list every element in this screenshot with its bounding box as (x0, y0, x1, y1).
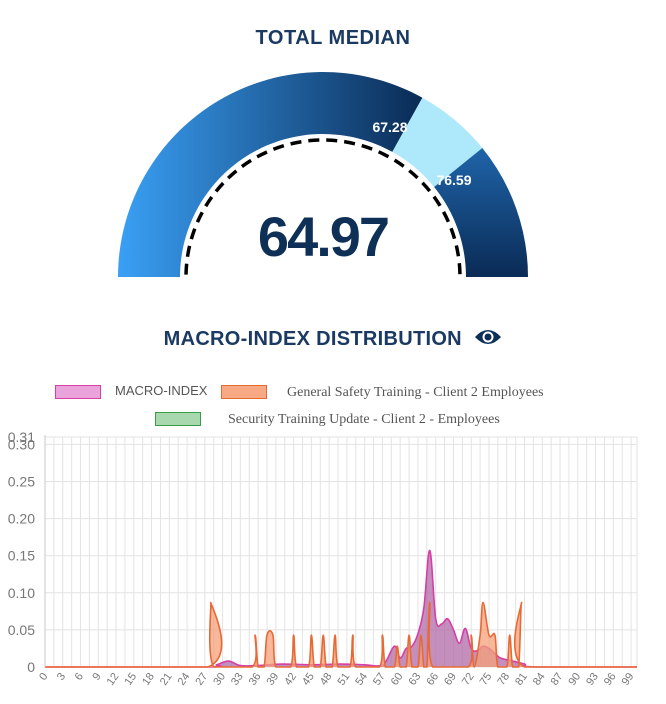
x-tick-label: 90 (566, 671, 583, 688)
x-tick-label: 60 (389, 671, 406, 688)
x-tick-label: 84 (531, 671, 548, 688)
x-tick-label: 9 (90, 671, 103, 683)
x-tick-label: 0 (37, 671, 50, 683)
y-tick-label: 0.20 (8, 511, 35, 527)
x-tick-label: 18 (140, 671, 157, 688)
x-tick-label: 81 (513, 671, 530, 688)
x-tick-label: 45 (300, 671, 317, 688)
x-tick-label: 51 (336, 671, 353, 688)
series-line-1 (44, 601, 637, 668)
legend-label-security-training[interactable]: Security Training Update - Client 2 - Em… (228, 412, 500, 427)
series-area-1 (45, 602, 637, 667)
x-tick-label: 63 (407, 671, 424, 688)
legend-label-general-safety[interactable]: General Safety Training - Client 2 Emplo… (287, 385, 544, 400)
x-tick-label: 12 (105, 671, 122, 688)
x-tick-label: 42 (282, 671, 299, 688)
x-tick-label: 87 (549, 671, 566, 688)
gauge-main-arc (118, 71, 423, 277)
x-tick-label: 39 (264, 671, 281, 688)
y-tick-label: 0.05 (8, 622, 35, 638)
gauge-title: TOTAL MEDIAN (255, 27, 411, 49)
y-tick-label: 0 (27, 659, 35, 675)
gauge-marker-a-label: 67.28 (372, 119, 407, 135)
x-tick-label: 57 (371, 671, 388, 688)
legend-swatch-macro-index[interactable] (55, 385, 101, 399)
y-tick-label: 0.30 (8, 436, 35, 452)
x-tick-label: 96 (602, 671, 619, 688)
y-tick-label: 0.25 (8, 474, 35, 490)
x-tick-label: 6 (73, 671, 86, 683)
x-tick-label: 21 (158, 671, 175, 688)
distribution-header: MACRO-INDEX DISTRIBUTION (0, 328, 666, 351)
y-tick-label: 0.15 (8, 548, 35, 564)
legend-swatch-general-safety[interactable] (221, 385, 267, 399)
x-tick-label: 66 (424, 671, 441, 688)
gauge-value: 64.97 (258, 205, 388, 268)
gauge-dashed-ring (184, 138, 462, 275)
x-tick-label: 93 (584, 671, 601, 688)
x-tick-label: 33 (229, 671, 246, 688)
gauge: 67.28 76.59 64.97 (118, 71, 528, 277)
x-tick-label: 48 (318, 671, 335, 688)
gauge-marker-b-label: 76.59 (436, 172, 471, 188)
legend-swatch-security-training[interactable] (155, 412, 201, 426)
x-tick-label: 27 (193, 671, 210, 688)
x-tick-label: 24 (176, 671, 193, 688)
x-tick-label: 75 (478, 671, 495, 688)
x-tick-label: 30 (211, 671, 228, 688)
x-tick-label: 99 (620, 671, 637, 688)
x-tick-label: 78 (495, 671, 512, 688)
distribution-title: MACRO-INDEX DISTRIBUTION (163, 328, 462, 350)
legend-label-macro-index[interactable]: MACRO-INDEX (115, 383, 208, 398)
x-tick-label: 54 (353, 671, 370, 688)
x-tick-label: 3 (55, 671, 68, 683)
eye-icon[interactable] (474, 328, 502, 351)
y-tick-label: 0.10 (8, 585, 35, 601)
x-tick-label: 72 (460, 671, 477, 688)
gauge-end-arc (434, 147, 528, 277)
gauge-band-arc (392, 97, 483, 188)
chart-areas (44, 549, 637, 668)
x-tick-label: 36 (247, 671, 264, 688)
x-tick-label: 15 (122, 671, 139, 688)
x-tick-label: 69 (442, 671, 459, 688)
y-tick-label: 0.31 (8, 429, 35, 445)
chart-grid (44, 436, 638, 668)
chart-axes: 00.050.100.150.200.250.300.310 3 6 9 12 15 18 2… (8, 429, 637, 688)
